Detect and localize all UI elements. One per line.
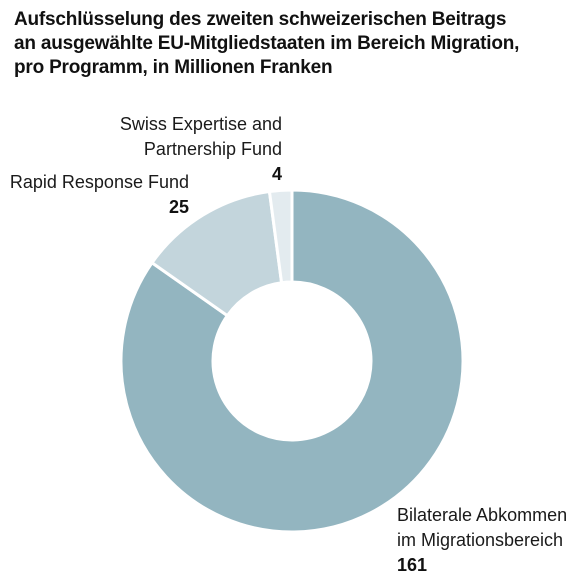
label-rapid-response-fund: Rapid Response Fund 25 [10, 172, 189, 217]
slice-swiss-expertise-and-partnership-fund [267, 188, 294, 285]
slice-labels: Bilaterale Abkommen im Migrationsbereich 1… [10, 114, 567, 575]
chart-title-line-3: pro Programm, in Millionen Franken [14, 57, 333, 78]
chart-title-line-1: Aufschlüsselung des zweiten schweizerisc… [14, 9, 507, 30]
slice-label-line: Swiss Expertise and [120, 114, 282, 134]
label-bilaterale-abkommen-im-migrationsbereich: Bilaterale Abkommen im Migrationsbereich 1… [397, 505, 567, 575]
slice-bilaterale-abkommen-im-migrationsbereich [119, 188, 465, 534]
chart-title: Aufschlüsselung des zweiten schweizerisc… [14, 8, 574, 80]
slice-value-label: 25 [169, 197, 189, 217]
slice-label-line: im Migrationsbereich [397, 530, 563, 550]
slice-label-line: Rapid Response Fund [10, 172, 189, 192]
label-swiss-expertise-and-partnership-fund: Swiss Expertise and Partnership Fund 4 [120, 114, 282, 184]
slice-value-label: 161 [397, 555, 427, 575]
chart-title-line-2: an ausgewählte EU-Mitgliedstaaten im Ber… [14, 33, 520, 54]
donut-slices [119, 188, 465, 534]
slice-label-line: Bilaterale Abkommen [397, 505, 567, 525]
slice-value-label: 4 [272, 164, 282, 184]
slice-label-line: Partnership Fund [144, 139, 282, 159]
